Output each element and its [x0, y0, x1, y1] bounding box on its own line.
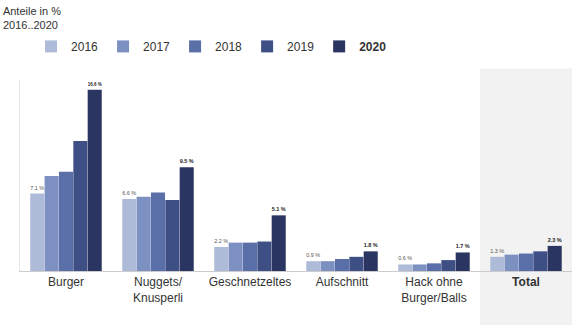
- svg-text:2019: 2019: [287, 40, 314, 54]
- svg-text:2016: 2016: [71, 40, 98, 54]
- svg-text:Geschnetzeltes: Geschnetzeltes: [209, 275, 292, 289]
- svg-text:Hack ohneBurger/Balls: Hack ohneBurger/Balls: [401, 275, 466, 305]
- svg-text:5.1 %: 5.1 %: [272, 206, 286, 212]
- svg-text:2020: 2020: [359, 40, 386, 54]
- svg-text:2.3 %: 2.3 %: [548, 237, 562, 243]
- svg-text:7.1 %: 7.1 %: [30, 185, 44, 191]
- svg-text:2017: 2017: [143, 40, 170, 54]
- svg-text:0.9 %: 0.9 %: [306, 252, 320, 258]
- svg-text:2.2 %: 2.2 %: [214, 238, 228, 244]
- svg-text:2018: 2018: [215, 40, 242, 54]
- svg-text:1.7 %: 1.7 %: [456, 243, 470, 249]
- svg-text:0.6 %: 0.6 %: [398, 255, 412, 261]
- svg-text:1.8 %: 1.8 %: [364, 242, 378, 248]
- svg-text:1.3 %: 1.3 %: [490, 248, 504, 254]
- svg-text:Anteile in %2016..2020: Anteile in %2016..2020: [3, 5, 61, 31]
- svg-text:Aufschnitt: Aufschnitt: [316, 275, 369, 289]
- svg-text:16.6 %: 16.6 %: [88, 82, 102, 87]
- svg-text:Total: Total: [512, 275, 540, 289]
- svg-text:Nuggets/Knusperli: Nuggets/Knusperli: [133, 275, 183, 305]
- svg-text:Burger: Burger: [48, 275, 84, 289]
- svg-text:9.5 %: 9.5 %: [180, 158, 194, 164]
- svg-text:6.6 %: 6.6 %: [122, 190, 136, 196]
